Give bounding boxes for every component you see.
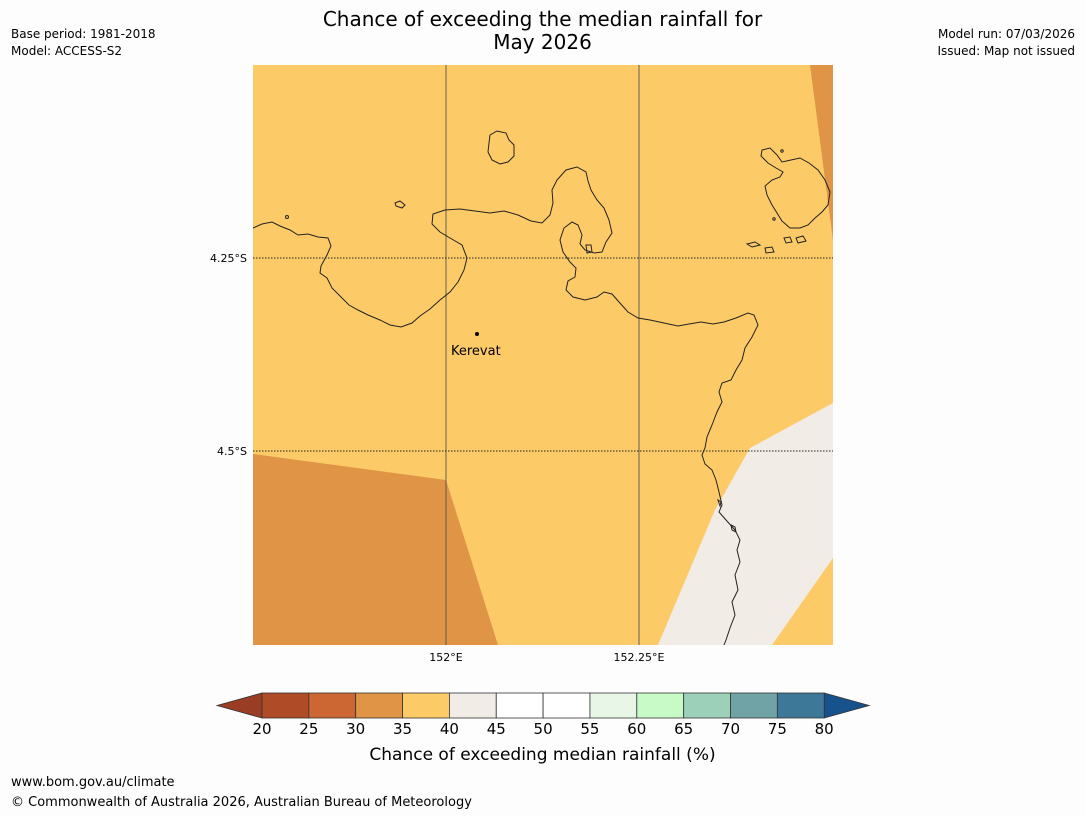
colorbar-tick-label: 30: [346, 720, 365, 738]
colorbar-bin-40-45: [448, 692, 497, 719]
colorbar-tick-label: 55: [580, 720, 599, 738]
lat-label-4-5s: 4.5°S: [217, 445, 247, 458]
colorbar-tick-label: 75: [768, 720, 787, 738]
coastline-islet-east: [760, 147, 831, 229]
coastline-islet-south: [717, 498, 737, 533]
colorbar-title: Chance of exceeding median rainfall (%): [369, 745, 716, 765]
colorbar-bin-30-35: [355, 692, 403, 719]
colorbar-tick-label: 35: [393, 720, 412, 738]
kerevat-label: Kerevat: [451, 344, 501, 359]
colorbar-bin-25-30: [308, 692, 357, 719]
colorbar-bin-65-70: [683, 692, 731, 719]
colorbar-bin-50-55: [542, 692, 591, 719]
colorbar-tick-label: 60: [627, 720, 646, 738]
coastline-dot-2: [780, 149, 784, 153]
colorbar-bin-35-40: [402, 692, 450, 719]
lat-label-4-25s: 4.25°S: [210, 252, 247, 265]
map-panel: Kerevat 4.25°S 4.5°S 152°E 152.25°E: [210, 65, 833, 664]
coastline-islet-southeast: [745, 235, 807, 254]
map-title-line1: Chance of exceeding the median rainfall …: [322, 7, 763, 31]
issued-text: Issued: Map not issued: [937, 44, 1075, 58]
coastline-islet-inlet: [585, 244, 593, 254]
kerevat-marker: [475, 332, 479, 336]
lon-label-152e: 152°E: [429, 651, 462, 664]
coastline-islet-west: [394, 200, 406, 209]
footer-url[interactable]: www.bom.gov.au/climate: [11, 775, 175, 790]
probability-band-40-45: [658, 403, 833, 645]
coastline-dot-3: [772, 217, 776, 221]
base-period-text: Base period: 1981-2018: [11, 27, 156, 41]
probability-band-30-35-southwest: [253, 454, 498, 645]
coastline-dot-1: [285, 215, 289, 219]
map-title: Chance of exceeding the median rainfall …: [0, 8, 1085, 54]
colorbar-tick-label: 20: [252, 720, 271, 738]
colorbar-tick-label: 40: [440, 720, 459, 738]
coastline-islet-north: [487, 130, 515, 165]
colorbar-tick-label: 25: [299, 720, 318, 738]
map-title-line2: May 2026: [493, 30, 592, 54]
graticule: [253, 65, 833, 645]
model-run-text: Model run: 07/03/2026: [937, 27, 1075, 41]
colorbar-bin-45-50: [495, 692, 544, 719]
coastline-main: [252, 166, 759, 646]
probability-band-30-35-northeast: [810, 65, 833, 240]
map-metadata-right: Model run: 07/03/2026 Issued: Map not is…: [937, 26, 1075, 60]
colorbar-tick-label: 70: [721, 720, 740, 738]
model-text: Model: ACCESS-S2: [11, 44, 123, 58]
footer-copyright: © Commonwealth of Australia 2026, Austra…: [11, 795, 472, 810]
lon-label-152-25e: 152.25°E: [614, 651, 665, 664]
colorbar-over-arrow: [823, 692, 871, 719]
colorbar: 20 25 30 35 40 45 50 55 60 65 70 75 80: [215, 692, 871, 738]
map-metadata-left: Base period: 1981-2018 Model: ACCESS-S2: [11, 26, 156, 60]
colorbar-tick-label: 50: [534, 720, 553, 738]
colorbar-tick-label: 45: [487, 720, 506, 738]
colorbar-tick-label: 65: [674, 720, 693, 738]
colorbar-bin-20-25: [261, 692, 310, 719]
colorbar-bin-75-80: [776, 692, 825, 719]
colorbar-tick-label: 80: [815, 720, 834, 738]
colorbar-bin-60-65: [636, 692, 685, 719]
colorbar-under-arrow: [215, 692, 263, 719]
coastline: [252, 130, 831, 646]
colorbar-bin-55-60: [589, 692, 638, 719]
colorbar-bin-70-75: [730, 692, 778, 719]
